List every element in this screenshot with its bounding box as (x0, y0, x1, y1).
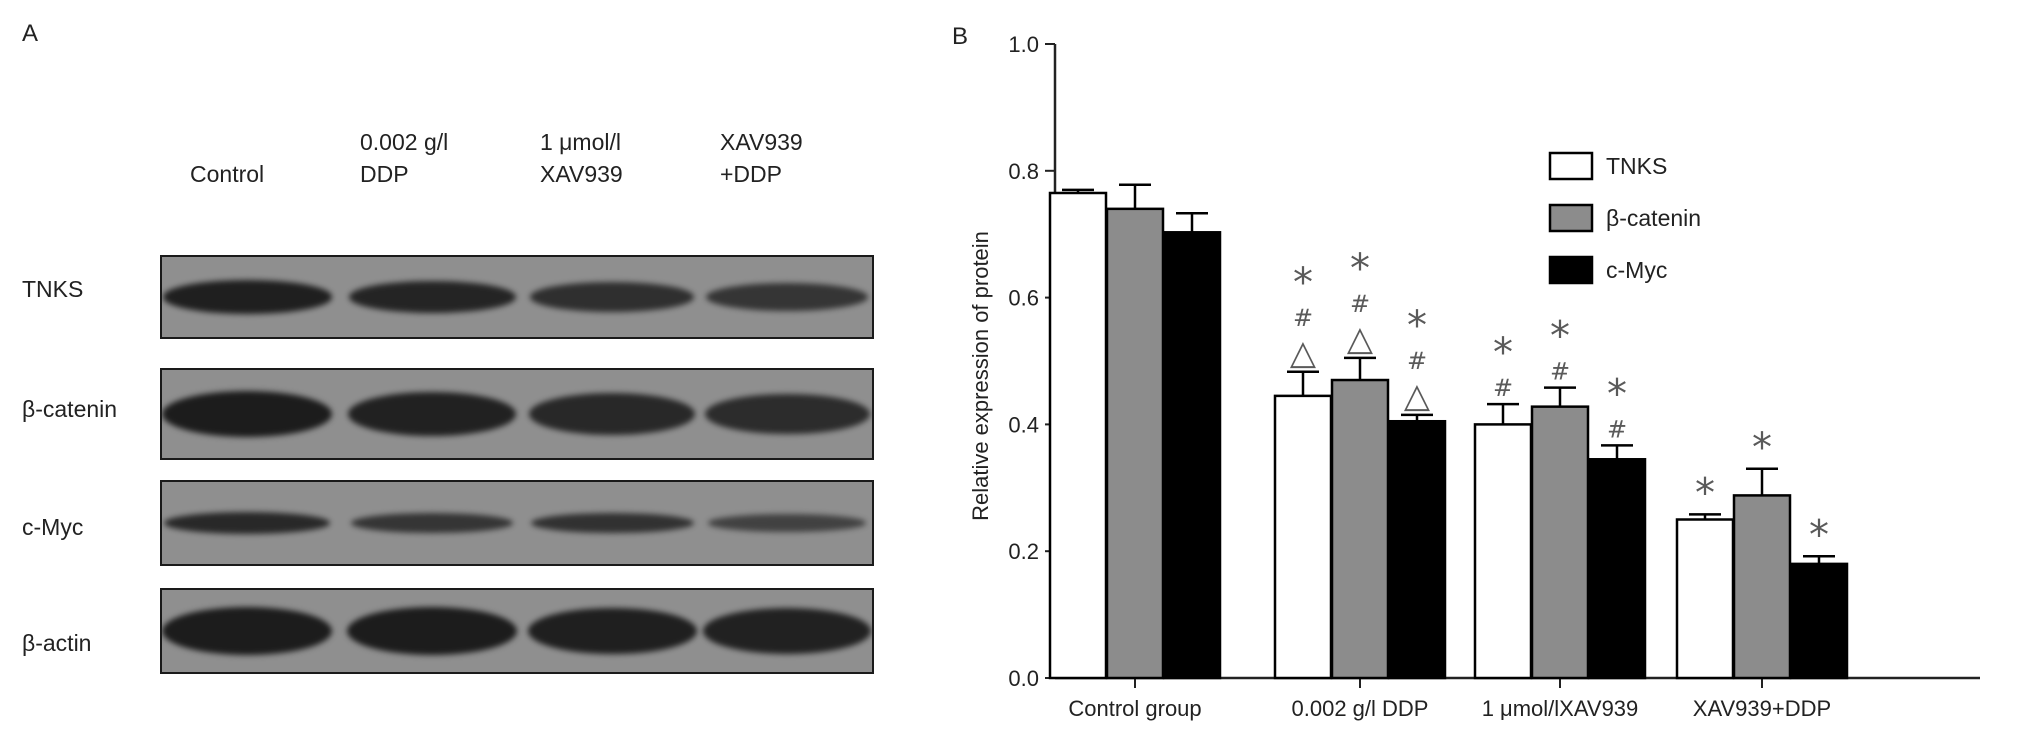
row-label-beta-catenin: β-catenin (22, 396, 118, 422)
bar-2-2 (1587, 458, 1647, 680)
lane-label-xav939: 1 μmol/l XAV939 (540, 129, 623, 187)
blot-band (351, 513, 513, 533)
chart-axes: 0.0 0.2 0.4 0.6 0.8 1.0 Relative expression of… (968, 32, 1980, 721)
blot-strip-c-myc (160, 480, 874, 566)
bar-1-3 (1732, 494, 1792, 680)
significance-mark: # (1407, 347, 1427, 375)
blot-strip-beta-actin (160, 588, 874, 674)
blot-band (529, 393, 695, 435)
panel-b-label: B (952, 23, 968, 50)
chart-bars (1048, 183, 1849, 680)
legend-label-0: TNKS (1606, 153, 1667, 179)
significance-mark: # (1550, 358, 1570, 386)
row-label-tnks: TNKS (22, 276, 84, 302)
bar-2-0 (1162, 231, 1222, 680)
significance-mark: △ (1290, 333, 1317, 373)
significance-mark: △ (1347, 319, 1374, 359)
y-axis-label: Relative expression of protein (968, 231, 993, 521)
significance-mark: △ (1404, 376, 1431, 416)
lane-label-ddp: 0.002 g/l DDP (360, 129, 449, 187)
significance-mark: # (1293, 304, 1313, 332)
blot-band (347, 607, 517, 655)
significance-mark: # (1607, 415, 1627, 443)
bar-2-3 (1789, 562, 1849, 680)
significance-mark: # (1493, 374, 1513, 402)
bar-1-1 (1330, 378, 1390, 680)
bar-0-2 (1473, 423, 1533, 680)
blot-band (162, 280, 332, 314)
blot-band (708, 514, 866, 532)
blot-band (162, 391, 332, 437)
panel-a-label: A (22, 20, 39, 47)
blot-band (348, 392, 516, 436)
y-tick-label: 0.0 (1008, 666, 1039, 691)
significance-mark: * (1607, 371, 1627, 417)
significance-mark: * (1550, 314, 1570, 360)
western-blot-panel: A Control 0.002 g/l DDP 1 μmol/l XAV939 … (0, 0, 900, 744)
significance-mark: * (1493, 330, 1513, 376)
y-tick-label: 0.4 (1008, 412, 1039, 437)
legend-swatch-0 (1548, 151, 1594, 181)
bar-1-2 (1530, 405, 1590, 680)
legend-swatch-2 (1548, 255, 1594, 285)
blot-band (348, 281, 516, 313)
legend-label-2: c-Myc (1606, 257, 1667, 283)
y-tick-label: 0.8 (1008, 159, 1039, 184)
blot-strip-tnks (160, 255, 874, 339)
blot-band (527, 607, 697, 655)
row-label-beta-actin: β-actin (22, 630, 92, 656)
blot-band (162, 607, 332, 655)
x-tick-label: 0.002 g/l DDP (1292, 696, 1429, 721)
x-tick-label: Control group (1068, 696, 1201, 721)
significance-mark: * (1293, 260, 1313, 306)
legend-label-1: β-catenin (1606, 205, 1701, 231)
bar-0-1 (1273, 394, 1333, 680)
chart-legend: TNKS β-catenin c-Myc (1548, 151, 1701, 285)
significance-mark: * (1350, 246, 1370, 292)
bar-0-0 (1048, 191, 1108, 680)
bar-chart: B 0.0 0.2 0.4 0.6 0.8 1.0 Relative expression … (952, 23, 1980, 721)
chart-annotations: △#*△#*△#*#* #*#**** (1290, 246, 1829, 558)
lane-label-xav939-ddp: XAV939 +DDP (720, 129, 803, 187)
blot-band (164, 512, 330, 534)
blot-band (704, 393, 870, 435)
significance-mark: * (1809, 512, 1829, 558)
significance-mark: # (1350, 290, 1370, 318)
significance-mark: * (1407, 303, 1427, 349)
blot-band (530, 512, 694, 534)
y-tick-label: 0.6 (1008, 286, 1039, 311)
blot-strip-beta-catenin (160, 368, 874, 460)
significance-mark: * (1752, 425, 1772, 471)
legend-swatch-1 (1548, 203, 1594, 233)
row-label-c-myc: c-Myc (22, 514, 84, 540)
bar-2-1 (1387, 419, 1447, 680)
bar-1-0 (1105, 207, 1165, 680)
x-tick-label: XAV939+DDP (1693, 696, 1831, 721)
bar-0-3 (1675, 518, 1735, 680)
y-tick-label: 1.0 (1008, 32, 1039, 57)
significance-mark: * (1695, 470, 1715, 516)
y-tick-label: 0.2 (1008, 539, 1039, 564)
blot-band (703, 608, 871, 654)
blot-band (706, 283, 868, 311)
blot-band (530, 282, 694, 312)
x-tick-label: 1 μmol/lXAV939 (1482, 696, 1639, 721)
lane-label-control: Control (190, 161, 265, 187)
